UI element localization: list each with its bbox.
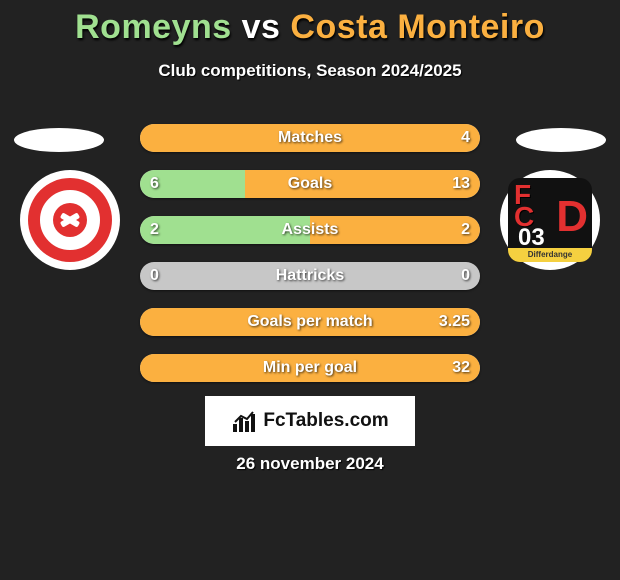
stat-row: 0Hattricks0	[140, 262, 480, 290]
stat-label: Goals	[140, 170, 480, 198]
subtitle: Club competitions, Season 2024/2025	[0, 61, 620, 81]
chart-icon	[231, 408, 257, 434]
date-label: 26 november 2024	[0, 454, 620, 474]
stat-right-value: 2	[461, 216, 470, 244]
stat-right-value: 3.25	[439, 308, 470, 336]
fctables-logo: FcTables.com	[205, 396, 415, 446]
logo-text: FcTables.com	[263, 410, 388, 432]
stat-right-value: 4	[461, 124, 470, 152]
stat-row: Matches4	[140, 124, 480, 152]
differdange-crest-icon: FC D 03 Differdange	[508, 178, 592, 262]
right-oval-decoration	[516, 128, 606, 152]
stat-label: Assists	[140, 216, 480, 244]
stat-label: Goals per match	[140, 308, 480, 336]
stat-row: Min per goal32	[140, 354, 480, 382]
comparison-title: Romeyns vs Costa Monteiro	[0, 0, 620, 47]
right-club-crest: FC D 03 Differdange	[500, 170, 600, 270]
stat-right-value: 0	[461, 262, 470, 290]
wiltz-crest-icon	[28, 178, 112, 262]
left-club-crest	[20, 170, 120, 270]
vs-text: vs	[242, 8, 281, 46]
stat-label: Matches	[140, 124, 480, 152]
stat-label: Min per goal	[140, 354, 480, 382]
left-oval-decoration	[14, 128, 104, 152]
stat-row: 2Assists2	[140, 216, 480, 244]
stat-label: Hattricks	[140, 262, 480, 290]
stat-row: 6Goals13	[140, 170, 480, 198]
player2-name: Costa Monteiro	[290, 8, 544, 46]
stat-right-value: 13	[452, 170, 470, 198]
stat-right-value: 32	[452, 354, 470, 382]
player1-name: Romeyns	[75, 8, 232, 46]
stat-row: Goals per match3.25	[140, 308, 480, 336]
stats-bars-container: Matches4 6Goals13 2Assists2 0Hattricks0 Goal…	[140, 124, 480, 400]
